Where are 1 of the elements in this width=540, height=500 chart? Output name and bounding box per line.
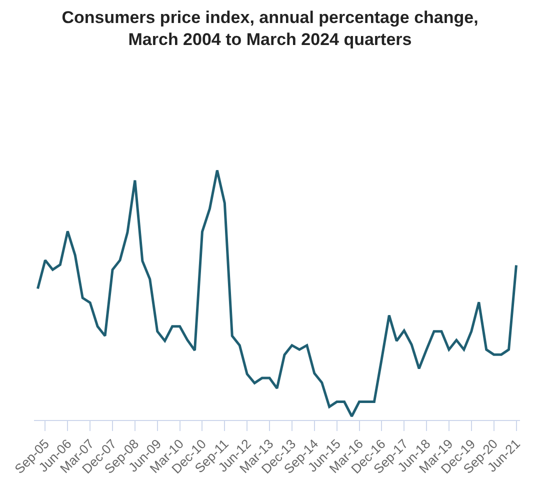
chart-title: Consumers price index, annual percentage change, March 2004 to March 2024 quarters xyxy=(62,8,478,49)
